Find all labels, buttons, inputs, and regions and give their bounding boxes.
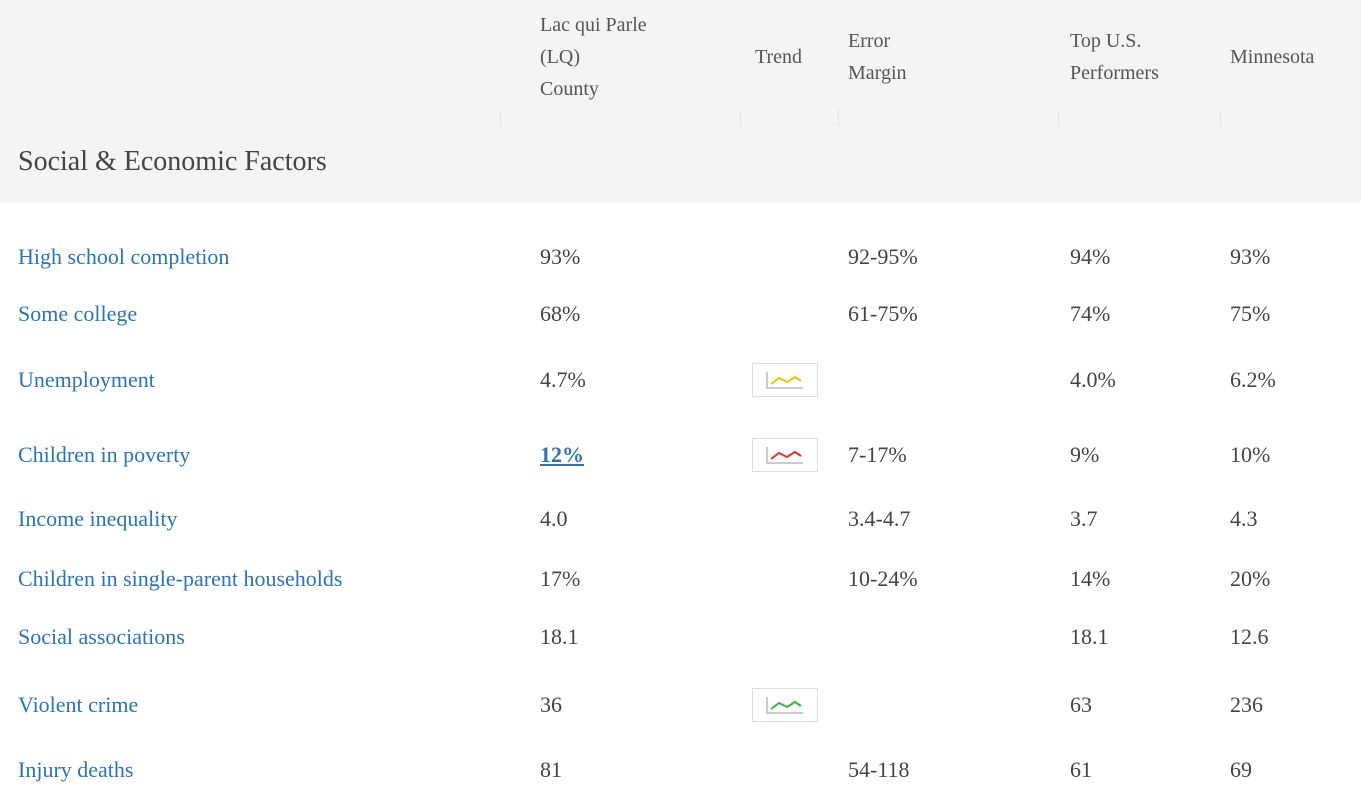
value: 17% — [540, 566, 581, 591]
trend-chart — [766, 447, 803, 464]
measure-link[interactable]: Income inequality — [18, 506, 178, 531]
value: 10-24% — [848, 566, 918, 591]
value: 92-95% — [848, 244, 918, 269]
separator — [500, 110, 501, 126]
trend-icon[interactable] — [752, 363, 818, 397]
value: 4.0% — [1070, 367, 1116, 392]
column-header: (LQ) — [540, 46, 580, 68]
trend-chart — [766, 697, 803, 714]
value: 36 — [540, 692, 562, 717]
trend-icon[interactable] — [752, 438, 818, 472]
value: 3.7 — [1070, 506, 1098, 531]
value: 61-75% — [848, 301, 918, 326]
value: 4.0 — [540, 506, 568, 531]
value: 81 — [540, 757, 562, 782]
value: 9% — [1070, 442, 1100, 467]
measure-link[interactable]: Injury deaths — [18, 757, 134, 782]
measure-link[interactable]: Some college — [18, 301, 138, 326]
section-title: Social & Economic Factors — [18, 146, 327, 177]
separator — [740, 110, 741, 126]
value: 63 — [1070, 692, 1092, 717]
column-header: Error — [848, 30, 891, 52]
value: 75% — [1230, 301, 1271, 326]
trend-chart — [766, 372, 803, 389]
value: 14% — [1070, 566, 1111, 591]
column-header: Margin — [848, 62, 907, 84]
value: 69 — [1230, 757, 1252, 782]
value-link[interactable]: 12% — [540, 442, 584, 467]
value: 4.3 — [1230, 506, 1258, 531]
value: 12.6 — [1230, 624, 1269, 649]
column-header: County — [540, 78, 599, 100]
measure-link[interactable]: Unemployment — [18, 367, 155, 392]
value: 74% — [1070, 301, 1111, 326]
measure-link[interactable]: Children in poverty — [18, 442, 191, 467]
value: 18.1 — [1070, 624, 1109, 649]
measure-link[interactable]: Violent crime — [18, 692, 139, 717]
value: 236 — [1230, 692, 1263, 717]
measure-link[interactable]: High school completion — [18, 244, 230, 269]
separator — [1220, 110, 1221, 126]
column-header: Top U.S. — [1070, 30, 1142, 52]
column-header: Lac qui Parle — [540, 14, 647, 36]
value: 18.1 — [540, 624, 579, 649]
value: 6.2% — [1230, 367, 1276, 392]
value: 94% — [1070, 244, 1111, 269]
measure-link[interactable]: Social associations — [18, 624, 185, 649]
value: 10% — [1230, 442, 1271, 467]
value: 68% — [540, 301, 581, 326]
column-header: Performers — [1070, 62, 1159, 84]
value: 4.7% — [540, 367, 586, 392]
trend-icon[interactable] — [752, 688, 818, 722]
value: 93% — [1230, 244, 1271, 269]
column-header: Minnesota — [1230, 46, 1315, 68]
value: 3.4-4.7 — [848, 506, 911, 531]
separator — [1058, 110, 1059, 126]
value: 93% — [540, 244, 581, 269]
column-header: Trend — [755, 46, 803, 68]
header: Social & Economic Factors Lac qui Parle (… — [0, 0, 1361, 202]
value: 20% — [1230, 566, 1271, 591]
separator — [838, 110, 839, 126]
value: 61 — [1070, 757, 1092, 782]
value: 54-118 — [848, 757, 910, 782]
measure-link[interactable]: Children in single-parent households — [18, 566, 343, 591]
value: 7-17% — [848, 442, 907, 467]
